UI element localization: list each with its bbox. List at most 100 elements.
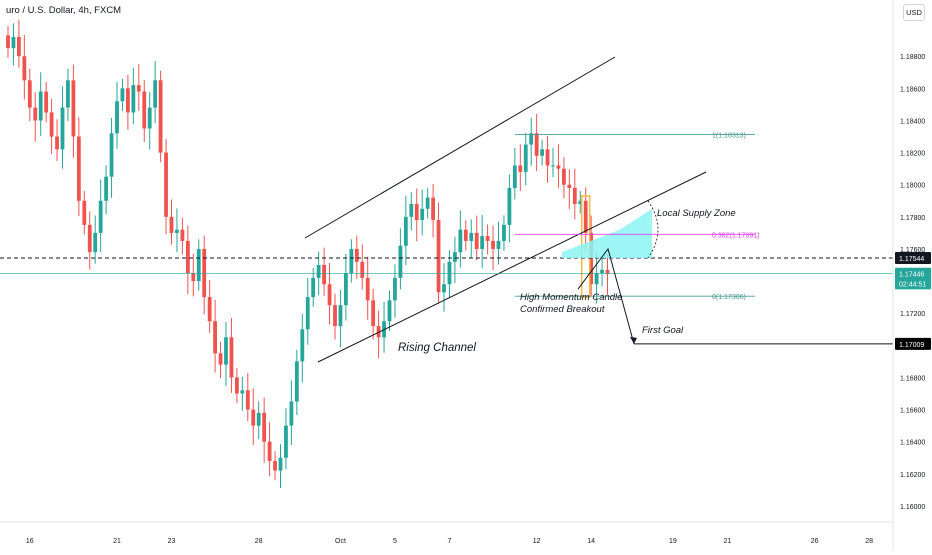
- candle: [284, 425, 288, 458]
- candle: [273, 460, 277, 471]
- time-tick-label: 21: [724, 538, 732, 545]
- price-tag-label: 1.17009: [899, 342, 924, 349]
- candle: [267, 441, 272, 461]
- candle: [164, 152, 168, 217]
- currency-button[interactable]: USD: [903, 4, 925, 21]
- candle: [136, 85, 141, 92]
- time-tick-label: 16: [26, 538, 34, 545]
- candle: [289, 401, 294, 426]
- candle: [540, 149, 544, 156]
- candle: [594, 273, 599, 285]
- candle: [240, 390, 245, 394]
- candle: [453, 252, 457, 262]
- candle: [17, 36, 21, 57]
- candle: [551, 165, 555, 167]
- fib-level-label: 0(1.17306): [712, 294, 746, 301]
- candle: [474, 232, 479, 249]
- rising-channel-label: Rising Channel: [398, 342, 476, 354]
- fib-level-label: 0.382(1.17691): [712, 232, 759, 239]
- candle: [600, 269, 604, 274]
- candle: [344, 273, 348, 306]
- candle: [545, 149, 550, 166]
- price-tick-label: 1.16200: [900, 472, 925, 479]
- candle: [235, 377, 239, 394]
- candle: [180, 229, 185, 241]
- channel-upper-line[interactable]: [304, 56, 616, 239]
- time-tick-label: 19: [669, 538, 677, 545]
- candle: [360, 261, 365, 278]
- candle: [420, 208, 425, 221]
- candle: [403, 216, 408, 246]
- price-tag-label: 02:44:51: [899, 281, 926, 288]
- candle: [142, 91, 147, 129]
- candle: [120, 88, 125, 102]
- candle: [387, 300, 392, 322]
- candle: [480, 236, 485, 249]
- candle: [104, 176, 108, 201]
- candle: [213, 321, 217, 354]
- candle: [316, 265, 321, 278]
- candle: [262, 412, 267, 442]
- price-tick-label: 1.18600: [900, 86, 925, 93]
- candle: [578, 200, 583, 204]
- candle: [338, 305, 343, 327]
- price-tick-label: 1.18800: [900, 54, 925, 61]
- candle: [185, 240, 190, 274]
- time-tick-label: 12: [533, 538, 541, 545]
- candle: [202, 248, 207, 298]
- candle: [393, 277, 397, 301]
- candle: [371, 300, 376, 327]
- time-tick-label: 5: [393, 538, 397, 545]
- candle: [518, 165, 523, 172]
- price-tick-label: 1.18000: [900, 183, 925, 190]
- candle: [256, 412, 261, 426]
- candle: [294, 361, 299, 402]
- candle: [38, 91, 43, 121]
- time-tick-label: 21: [113, 538, 121, 545]
- price-tag: [895, 267, 931, 280]
- candle: [349, 248, 354, 274]
- candle: [22, 56, 27, 81]
- candle: [327, 284, 332, 306]
- candle: [175, 229, 179, 233]
- candle: [49, 112, 54, 137]
- candle: [507, 187, 512, 225]
- candle: [425, 197, 430, 209]
- candle: [409, 203, 414, 217]
- candle: [458, 229, 463, 253]
- candle: [322, 265, 326, 285]
- candle: [207, 297, 212, 322]
- candle: [436, 220, 441, 293]
- channel-lower-line[interactable]: [317, 171, 707, 363]
- time-tick-label: 14: [587, 538, 595, 545]
- candle: [147, 107, 152, 129]
- candle: [305, 297, 310, 330]
- candle: [567, 184, 572, 188]
- candle: [82, 200, 87, 225]
- candle: [485, 236, 490, 241]
- candle: [218, 353, 223, 365]
- price-tick-label: 1.16800: [900, 375, 925, 382]
- candle: [354, 248, 359, 262]
- price-tick-label: 1.16000: [900, 504, 925, 511]
- candle: [365, 277, 370, 301]
- candle: [529, 133, 534, 145]
- candle: [398, 245, 403, 278]
- candle: [115, 101, 119, 134]
- supply-zone: [562, 208, 652, 258]
- price-tag: [895, 277, 931, 290]
- candle: [376, 326, 381, 338]
- candle: [463, 229, 468, 241]
- price-tag: [895, 337, 931, 350]
- price-tag: [895, 251, 931, 264]
- price-tick-label: 1.16400: [900, 440, 925, 447]
- price-tick-label: 1.18400: [900, 118, 925, 125]
- price-tick-label: 1.16600: [900, 408, 925, 415]
- candle: [98, 200, 103, 233]
- candle: [245, 390, 250, 410]
- candle: [491, 240, 495, 249]
- candle: [502, 224, 506, 241]
- candle: [6, 35, 10, 49]
